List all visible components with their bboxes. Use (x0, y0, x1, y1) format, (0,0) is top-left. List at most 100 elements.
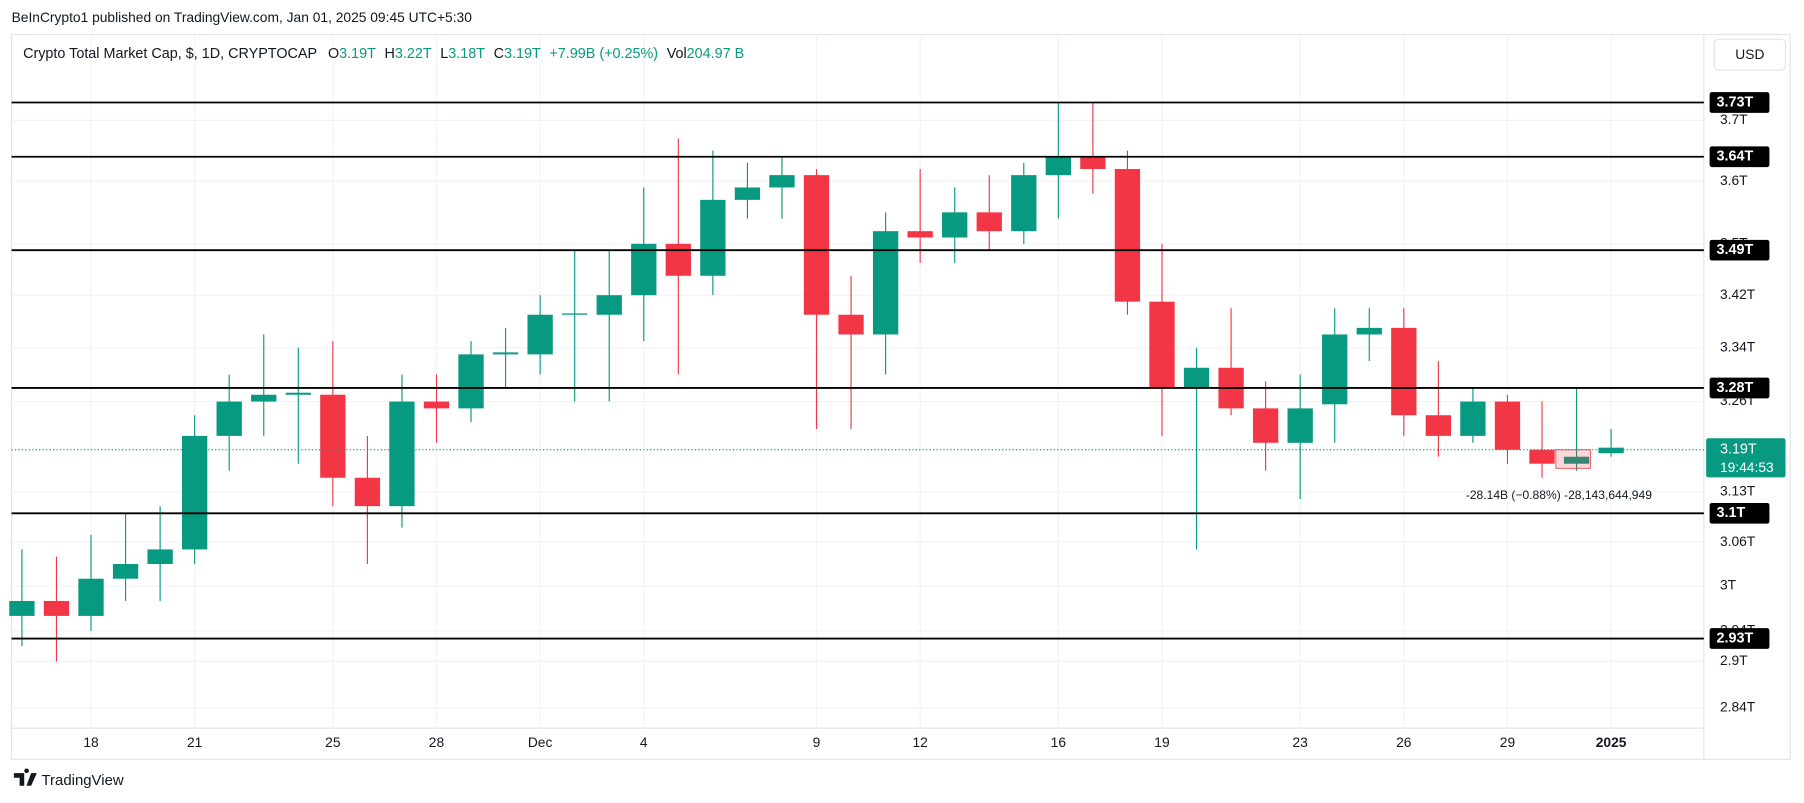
candle-body (1080, 156, 1106, 169)
level-label: 3.28T (1717, 380, 1754, 396)
candle-body (147, 549, 173, 565)
candle-body (1460, 401, 1486, 436)
candles (9, 102, 1624, 662)
candle-body (1011, 175, 1037, 232)
x-tick-label: 16 (1051, 735, 1067, 750)
x-tick-label: 23 (1292, 735, 1308, 750)
candle-body (1563, 456, 1590, 464)
change: +7.99B (+0.25%) (549, 46, 658, 62)
candle-body (700, 199, 726, 276)
currency-button[interactable] (1713, 38, 1787, 71)
x-tick-label: 26 (1396, 735, 1412, 750)
candle-body (1045, 156, 1071, 176)
level-label-box (1709, 628, 1770, 649)
candle-body (1322, 334, 1348, 405)
candle-body (665, 243, 691, 276)
ohlc-key: L (440, 46, 448, 62)
candle-body (596, 295, 622, 315)
overlay: 2.84T2.9T2.94T3T3.06T3.13T3.26T3.34T3.42… (11, 92, 1786, 750)
x-tick-label: 12 (912, 735, 927, 750)
candle-body (320, 394, 346, 478)
ohlc-key: O (328, 46, 339, 62)
last-price-label: 3.19T (1720, 442, 1757, 458)
candle-body (562, 313, 588, 315)
ohlc-value: 3.19T (339, 46, 376, 62)
x-tick-label: 4 (640, 735, 648, 750)
y-tick-label: 3.13T (1720, 484, 1756, 499)
ohlc-value: 3.22T (395, 46, 432, 62)
symbol: Crypto Total Market Cap, $, 1D, CRYPTOCA… (23, 46, 317, 62)
x-tick-label: 28 (429, 735, 445, 750)
x-tick-label: 18 (83, 735, 99, 750)
level-label: 2.93T (1717, 630, 1754, 646)
candle-body (631, 243, 657, 296)
ohlc-value: 3.19T (504, 46, 541, 62)
ohlc-value: 3.18T (448, 46, 485, 62)
candle-body (43, 600, 70, 616)
candle-body (1598, 447, 1624, 454)
y-tick-label: 3.06T (1720, 534, 1756, 549)
y-tick-label: 3.6T (1720, 173, 1748, 188)
legend: Crypto Total Market Cap, $, 1D, CRYPTOCA… (23, 46, 744, 62)
measure-box (1555, 449, 1591, 469)
y-tick-label: 2.84T (1720, 699, 1756, 714)
y-tick-label: 3.34T (1720, 339, 1756, 354)
y-tick-label: 3.7T (1720, 112, 1748, 127)
vol-key: Vol (667, 46, 687, 62)
level-label-box (1709, 377, 1770, 399)
y-tick-label: 3T (1720, 578, 1737, 593)
level-label-box (1709, 146, 1770, 168)
candle-body (285, 392, 311, 395)
candle-body (1356, 327, 1382, 335)
last-price-box (1706, 438, 1786, 478)
candle-body (354, 477, 381, 507)
candle-body (1149, 301, 1175, 388)
level-label-box (1709, 239, 1770, 261)
candle-body (492, 352, 519, 355)
x-tick-label: 2025 (1596, 735, 1627, 750)
currency[interactable]: USD (1735, 47, 1764, 62)
footer: TradingView (41, 772, 123, 789)
level-label: 3.1T (1717, 505, 1746, 521)
x-tick-label: 29 (1500, 735, 1516, 750)
measure-label: -28.14B (−0.88%) -28,143,644,949 (1466, 488, 1652, 502)
candle-body (872, 231, 899, 335)
x-tick-label: 21 (187, 735, 202, 750)
level-label: 3.49T (1717, 242, 1754, 258)
x-tick-label: Dec (528, 735, 553, 750)
level-label: 3.73T (1717, 94, 1754, 110)
candle-body (1494, 401, 1521, 450)
candle-body (1529, 449, 1555, 464)
ohlc-key: H (385, 46, 395, 62)
candle-body (112, 564, 139, 579)
publisher: BeInCrypto1 published on TradingView.com… (12, 10, 473, 25)
candle-body (1287, 408, 1313, 443)
candle-body (769, 175, 795, 188)
candle-body (182, 435, 208, 550)
candle-body (1252, 408, 1279, 443)
candle-body (251, 394, 277, 402)
candle-body (389, 401, 415, 507)
candle-body (734, 187, 761, 200)
grid (11, 34, 1704, 729)
y-tick-label: 2.9T (1720, 653, 1748, 668)
candle-body (976, 212, 1002, 232)
candle-body (1114, 168, 1141, 302)
candle-body (527, 314, 553, 355)
candle-body (942, 212, 968, 238)
x-tick-label: 9 (813, 735, 821, 750)
x-tick-label: 25 (325, 735, 341, 750)
candle-body (78, 578, 104, 616)
candle-body (458, 354, 484, 409)
level-label: 3.64T (1717, 149, 1754, 165)
level-label-box (1709, 92, 1770, 113)
ohlc-key: C (494, 46, 504, 62)
candle-body (423, 401, 450, 409)
level-label-box (1709, 502, 1770, 524)
candle-body (1183, 367, 1210, 388)
y-tick-label: 3.42T (1720, 287, 1756, 302)
vol-value: 204.97 B (687, 46, 745, 62)
candle-body (1425, 415, 1452, 436)
